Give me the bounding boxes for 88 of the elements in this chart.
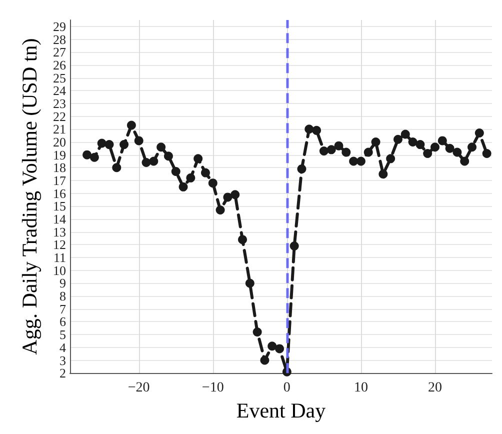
- point: [186, 173, 196, 182]
- x-tick-label: −10: [202, 380, 224, 396]
- y-tick-label: 13: [53, 224, 66, 240]
- point: [216, 206, 225, 215]
- point: [82, 150, 92, 160]
- x-tick-label: 0: [283, 380, 290, 396]
- y-tick-label: 18: [53, 160, 66, 176]
- x-axis-title: Event Day: [236, 398, 326, 422]
- point: [230, 190, 240, 200]
- x-tick-label: 10: [354, 380, 368, 396]
- point: [238, 235, 247, 244]
- y-tick-label: 12: [53, 237, 66, 252]
- point: [430, 142, 440, 152]
- point: [223, 192, 232, 202]
- y-tick-label: 24: [53, 83, 66, 98]
- y-tick-label: 29: [53, 18, 66, 34]
- point: [356, 156, 366, 166]
- point: [438, 136, 447, 146]
- point: [104, 140, 114, 150]
- point: [468, 142, 477, 152]
- y-tick-label: 7: [60, 301, 66, 316]
- point: [178, 182, 188, 192]
- y-tick-label: 5: [60, 327, 66, 342]
- point: [482, 149, 492, 158]
- y-tick-label: 22: [53, 108, 66, 124]
- y-tick-label: 15: [53, 198, 66, 214]
- point: [200, 168, 210, 178]
- point: [164, 152, 173, 161]
- y-tick-label: 28: [53, 32, 66, 47]
- point: [371, 137, 380, 146]
- point: [156, 142, 166, 152]
- y-tick-label: 20: [53, 134, 66, 150]
- point: [194, 154, 203, 164]
- point: [342, 148, 351, 157]
- point: [445, 144, 454, 153]
- point: [334, 141, 344, 150]
- y-tick-label: 11: [53, 250, 66, 266]
- point: [312, 126, 322, 135]
- y-tick-label: 27: [53, 44, 66, 60]
- point: [423, 149, 432, 158]
- y-tick-label: 10: [53, 262, 66, 278]
- point: [474, 128, 484, 138]
- point: [290, 241, 299, 250]
- y-tick-label: 26: [53, 57, 66, 72]
- point: [416, 140, 425, 150]
- y-axis-title: Agg. Daily Trading Volume (USD tn): [18, 38, 42, 355]
- point: [171, 167, 180, 176]
- point: [408, 137, 418, 146]
- point: [452, 148, 462, 157]
- x-tick-label: 20: [428, 380, 442, 396]
- point: [97, 138, 106, 148]
- point: [90, 152, 99, 162]
- point: [460, 156, 470, 166]
- point: [134, 136, 144, 146]
- y-tick-label: 25: [53, 70, 66, 86]
- point: [400, 130, 410, 139]
- point: [120, 140, 129, 150]
- point: [319, 146, 328, 156]
- y-tick-label: 21: [53, 122, 66, 137]
- point: [378, 170, 388, 179]
- y-tick-label: 3: [60, 352, 66, 368]
- point: [304, 124, 314, 134]
- point: [326, 145, 336, 154]
- point: [275, 344, 284, 354]
- x-tick-label: −20: [128, 380, 150, 396]
- point: [208, 178, 218, 188]
- point: [142, 158, 151, 168]
- point: [297, 164, 306, 174]
- point: [386, 154, 396, 164]
- point: [268, 342, 277, 351]
- y-tick-label: 14: [53, 212, 66, 227]
- y-tick-label: 8: [60, 288, 66, 304]
- y-tick-label: 6: [60, 314, 66, 330]
- y-tick-label: 2: [60, 366, 66, 381]
- point: [252, 328, 262, 337]
- y-tick-label: 4: [60, 340, 66, 355]
- y-tick-label: 19: [53, 147, 66, 162]
- y-tick-label: 17: [53, 173, 66, 188]
- y-tick-label: 23: [53, 96, 66, 111]
- y-tick-label: 16: [53, 186, 66, 201]
- point: [393, 134, 402, 144]
- point: [112, 163, 122, 172]
- point: [364, 148, 373, 157]
- y-tick-label: 9: [60, 276, 66, 291]
- point: [260, 356, 270, 365]
- point: [149, 156, 158, 166]
- point: [126, 120, 136, 130]
- point: [245, 278, 254, 288]
